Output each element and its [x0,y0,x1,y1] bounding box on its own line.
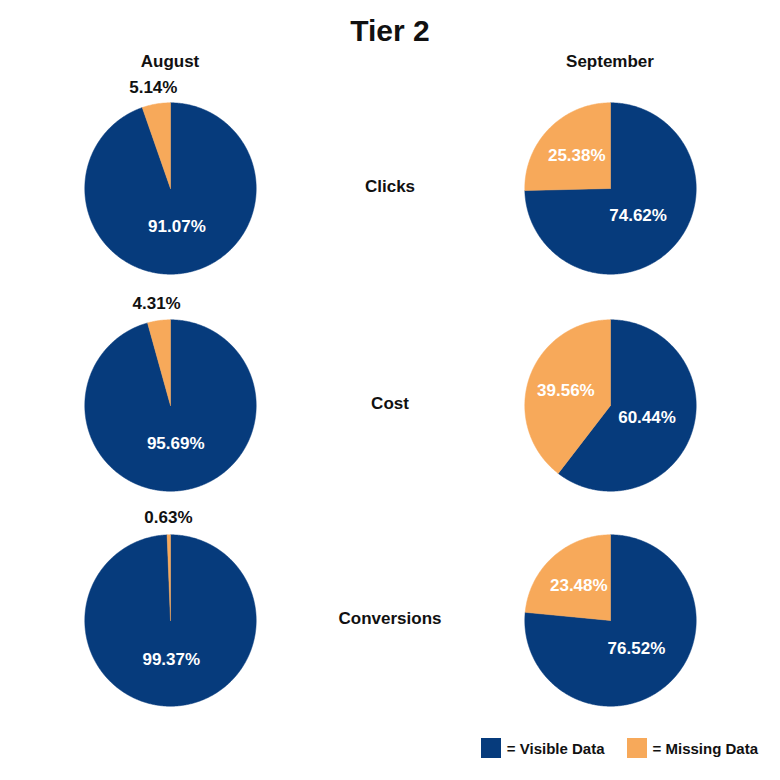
svg-text:39.56%: 39.56% [537,381,595,400]
html-text:= Visible Data: = Visible Data [506,739,605,757]
svg-text:76.52%: 76.52% [608,639,666,658]
html-text:Conversions: Conversions [338,609,442,628]
svg-text:4.31%: 4.31% [133,294,181,313]
svg-text:99.37%: 99.37% [142,650,200,669]
html-text:Tier 2: Tier 2 [350,14,430,47]
html-text:Clicks: Clicks [365,177,415,196]
svg-text:0.63%: 0.63% [144,508,192,527]
svg-text:23.48%: 23.48% [550,576,608,595]
svg-text:5.14%: 5.14% [129,78,177,97]
svg-text:74.62%: 74.62% [609,206,667,225]
svg-text:91.07%: 91.07% [148,217,206,236]
html-text:September: September [566,52,654,71]
svg-text:60.44%: 60.44% [618,408,676,427]
svg-text:25.38%: 25.38% [548,146,606,165]
html-text:August: August [140,52,200,71]
html-text:Cost: Cost [371,394,409,413]
html-text:= Missing Data: = Missing Data [652,739,758,757]
svg-text:95.69%: 95.69% [147,434,205,453]
